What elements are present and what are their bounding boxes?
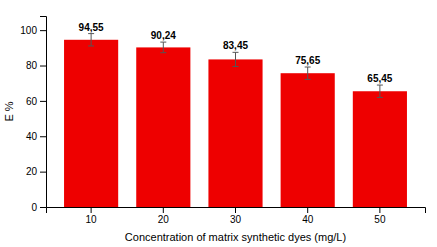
x-tick-mark xyxy=(307,207,308,213)
x-tick: 30 xyxy=(230,207,242,225)
data-label: 65,45 xyxy=(367,73,392,84)
chart: 0 20 40 60 80 100 10 20 30 40 50 94,55 90,24 83,45 75,… xyxy=(0,0,437,247)
error-bar xyxy=(305,67,311,79)
data-labels: 94,55 90,24 83,45 75,65 65,45 xyxy=(79,22,393,84)
y-tick: 40 xyxy=(26,131,46,142)
x-tick-mark xyxy=(91,207,92,213)
y-axis-title: E % xyxy=(3,101,15,121)
bar xyxy=(208,59,262,207)
x-tick-mark xyxy=(235,207,236,213)
error-bar xyxy=(88,34,94,46)
y-axis-line xyxy=(40,17,47,208)
y-tick-label: 0 xyxy=(31,202,37,213)
error-bar xyxy=(160,42,166,53)
x-tick: 50 xyxy=(374,207,386,225)
data-label: 94,55 xyxy=(79,22,104,33)
y-tick-mark xyxy=(40,30,46,31)
x-tick-label: 40 xyxy=(302,214,314,225)
x-tick-label: 50 xyxy=(374,214,386,225)
x-axis: 10 20 30 40 50 xyxy=(47,207,426,225)
x-axis-line xyxy=(47,208,426,214)
y-tick-mark xyxy=(40,207,46,208)
x-tick: 10 xyxy=(86,207,98,225)
x-tick: 40 xyxy=(302,207,314,225)
x-tick-mark xyxy=(379,207,380,213)
bar xyxy=(64,40,118,207)
y-tick-label: 60 xyxy=(26,96,38,107)
y-tick-label: 100 xyxy=(20,25,37,36)
x-axis-title: Concentration of matrix synthetic dyes (… xyxy=(125,231,346,243)
bar xyxy=(281,73,335,207)
y-tick-mark xyxy=(40,136,46,137)
y-tick-label: 40 xyxy=(26,131,38,142)
y-tick: 80 xyxy=(26,60,46,71)
marks xyxy=(64,34,407,207)
y-tick: 60 xyxy=(26,96,46,107)
y-tick: 0 xyxy=(31,202,46,213)
bar xyxy=(136,47,190,207)
data-label: 90,24 xyxy=(151,30,176,41)
y-tick-label: 80 xyxy=(26,60,38,71)
x-tick-mark xyxy=(163,207,164,213)
error-bar xyxy=(233,52,239,66)
x-tick-label: 10 xyxy=(86,214,98,225)
x-tick: 20 xyxy=(158,207,170,225)
data-label: 75,65 xyxy=(295,55,320,66)
error-bar xyxy=(377,85,383,97)
y-tick-label: 20 xyxy=(26,166,38,177)
plot: 0 20 40 60 80 100 10 20 30 40 50 94,55 90,24 83,45 75,… xyxy=(20,17,425,226)
y-tick-mark xyxy=(40,172,46,173)
y-axis: 0 20 40 60 80 100 xyxy=(20,17,46,213)
data-label: 83,45 xyxy=(223,40,248,51)
y-tick-mark xyxy=(40,66,46,67)
y-tick: 20 xyxy=(26,166,46,177)
y-tick-mark xyxy=(40,101,46,102)
bar xyxy=(353,91,407,207)
y-tick: 100 xyxy=(20,25,46,36)
x-tick-label: 20 xyxy=(158,214,170,225)
x-tick-label: 30 xyxy=(230,214,242,225)
